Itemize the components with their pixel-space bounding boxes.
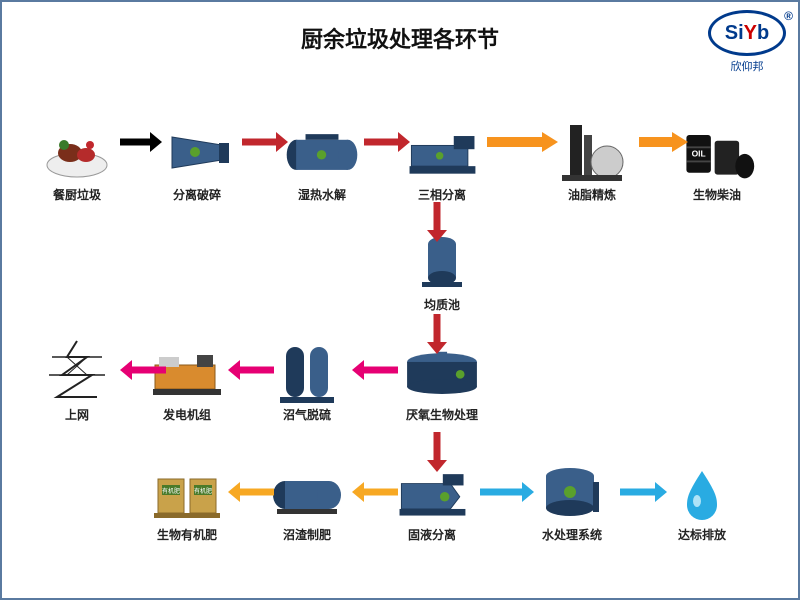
svg-text:有机肥: 有机肥: [161, 487, 179, 495]
node-icon: [267, 342, 347, 402]
node-icon: OIL: [677, 122, 757, 182]
flow-arrow: [228, 358, 274, 382]
node-label: 分离破碎: [152, 186, 242, 203]
node-icon: 有机肥 有机肥: [147, 462, 227, 522]
node-label: 达标排放: [657, 526, 747, 543]
node-icon: [157, 122, 237, 182]
node-icon: [37, 122, 117, 182]
svg-text:OIL: OIL: [692, 149, 706, 159]
process-node-n4: 三相分离: [397, 122, 487, 203]
flow-arrow: [352, 358, 398, 382]
flow-arrow: [425, 314, 449, 354]
node-label: 发电机组: [142, 406, 232, 423]
process-node-n9: 沼气脱硫: [262, 342, 352, 423]
process-node-n1: 餐厨垃圾: [32, 122, 122, 203]
flow-arrow: [120, 130, 162, 154]
node-label: 固液分离: [387, 526, 477, 543]
page-title: 厨余垃圾处理各环节: [2, 22, 798, 54]
process-node-n16: 达标排放: [657, 462, 747, 543]
flow-arrow: [120, 358, 166, 382]
flow-arrow: [242, 130, 288, 154]
node-label: 湿热水解: [277, 186, 367, 203]
node-icon: [402, 122, 482, 182]
node-label: 厌氧生物处理: [387, 406, 497, 423]
process-node-n14: 有机肥 有机肥 生物有机肥: [142, 462, 232, 543]
process-node-n7: 均质池: [397, 232, 487, 313]
node-label: 生物柴油: [672, 186, 762, 203]
flow-arrow: [364, 130, 410, 154]
process-node-n11: 上网: [32, 342, 122, 423]
node-icon: [37, 342, 117, 402]
node-label: 生物有机肥: [142, 526, 232, 543]
node-icon: [282, 122, 362, 182]
node-icon: [662, 462, 742, 522]
process-node-n5: 油脂精炼: [547, 122, 637, 203]
process-node-n13: 沼渣制肥: [262, 462, 352, 543]
flow-arrow: [425, 432, 449, 472]
node-label: 三相分离: [397, 186, 487, 203]
flow-arrow: [487, 130, 558, 154]
node-label: 沼气脱硫: [262, 406, 352, 423]
process-node-n8: 厌氧生物处理: [387, 342, 497, 423]
flow-arrow: [352, 480, 398, 504]
node-label: 均质池: [397, 296, 487, 313]
svg-text:有机肥: 有机肥: [193, 487, 211, 495]
node-label: 餐厨垃圾: [32, 186, 122, 203]
process-node-n3: 湿热水解: [277, 122, 367, 203]
brand-logo: SiYb ® 欣仰邦: [708, 10, 786, 74]
flow-arrow: [620, 480, 667, 504]
node-icon: [532, 462, 612, 522]
node-icon: [267, 462, 347, 522]
node-label: 水处理系统: [527, 526, 617, 543]
process-node-n15: 水处理系统: [527, 462, 617, 543]
flow-arrow: [228, 480, 274, 504]
process-node-n2: 分离破碎: [152, 122, 242, 203]
flow-arrow: [425, 202, 449, 242]
node-label: 油脂精炼: [547, 186, 637, 203]
node-icon: [552, 122, 632, 182]
node-label: 沼渣制肥: [262, 526, 352, 543]
process-node-n12: 固液分离: [387, 462, 477, 543]
flow-arrow: [480, 480, 534, 504]
flow-arrow: [639, 130, 688, 154]
process-node-n10: 发电机组: [142, 342, 232, 423]
node-label: 上网: [32, 406, 122, 423]
